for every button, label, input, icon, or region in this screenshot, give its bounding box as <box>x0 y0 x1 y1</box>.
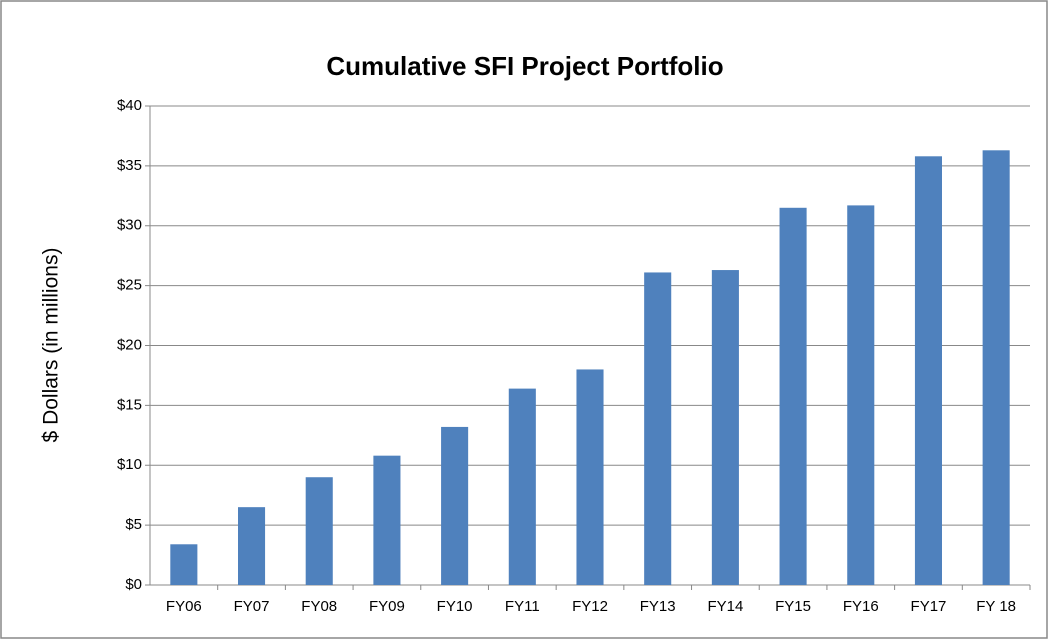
bar <box>779 207 807 585</box>
y-tick-label: $10 <box>117 456 142 473</box>
x-tick-label: FY14 <box>707 598 743 615</box>
chart-title: Cumulative SFI Project Portfolio <box>326 51 723 81</box>
bar <box>238 507 266 585</box>
x-tick-label: FY06 <box>166 598 202 615</box>
y-tick-label: $0 <box>125 576 142 593</box>
y-axis-title: $ Dollars (in millions) <box>40 248 63 443</box>
bar <box>508 388 536 585</box>
bar <box>982 150 1010 585</box>
bar <box>711 270 739 585</box>
x-tick-label: FY16 <box>843 598 879 615</box>
y-tick-label: $35 <box>117 157 142 174</box>
bar <box>441 426 469 585</box>
x-tick-label: FY13 <box>640 598 676 615</box>
x-tick-label: FY08 <box>301 598 337 615</box>
bar <box>644 272 672 585</box>
x-tick-label: FY11 <box>505 598 540 615</box>
bar <box>305 477 333 585</box>
bar <box>576 369 604 585</box>
x-tick-label: FY15 <box>775 598 811 615</box>
y-tick-label: $15 <box>117 396 142 413</box>
bar <box>847 205 875 585</box>
x-tick-label: FY17 <box>911 598 947 615</box>
y-tick-label: $40 <box>117 97 142 114</box>
x-tick-label: FY09 <box>369 598 405 615</box>
y-tick-label: $30 <box>117 217 142 234</box>
bar <box>373 455 401 585</box>
y-tick-label: $5 <box>125 516 142 533</box>
y-tick-label: $25 <box>117 277 142 294</box>
x-tick-label: FY10 <box>437 598 473 615</box>
x-tick-label: FY07 <box>234 598 270 615</box>
x-tick-label: FY 18 <box>976 598 1016 615</box>
bar <box>170 544 198 585</box>
x-tick-label: FY12 <box>572 598 608 615</box>
y-tick-label: $20 <box>117 336 142 353</box>
bar <box>914 156 942 586</box>
